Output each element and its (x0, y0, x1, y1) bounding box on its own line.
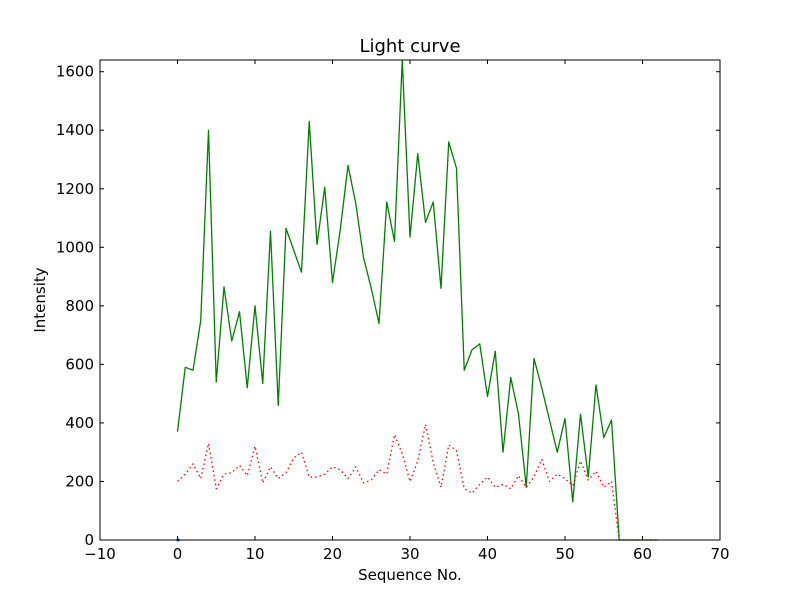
y-tick-label: 200 (65, 472, 94, 490)
y-tick-label: 800 (65, 297, 94, 315)
x-tick-label: −10 (84, 545, 116, 563)
x-tick-label: 30 (400, 545, 419, 563)
y-tick-label: 1600 (56, 63, 94, 81)
y-tick-label: 1200 (56, 180, 94, 198)
x-tick-label: 20 (323, 545, 342, 563)
x-tick-label: 70 (710, 545, 729, 563)
x-axis-label: Sequence No. (358, 566, 462, 584)
y-tick-label: 0 (84, 531, 94, 549)
y-axis-label: Intensity (31, 267, 49, 332)
x-tick-label: 10 (245, 545, 264, 563)
y-tick-label: 400 (65, 414, 94, 432)
x-tick-label: 60 (633, 545, 652, 563)
x-tick-label: 50 (555, 545, 574, 563)
series-0-line (176, 59, 658, 541)
y-tick-label: 1000 (56, 238, 94, 256)
axis-ticks: −10 0 10 20 30 40 50 60 700200400600800100012001… (56, 60, 730, 563)
x-tick-label: 40 (478, 545, 497, 563)
y-tick-label: 600 (65, 355, 94, 373)
series-1-line (177, 423, 658, 541)
chart-title: Light curve (359, 36, 460, 57)
x-tick-label: 0 (173, 545, 183, 563)
y-tick-label: 1400 (56, 121, 94, 139)
